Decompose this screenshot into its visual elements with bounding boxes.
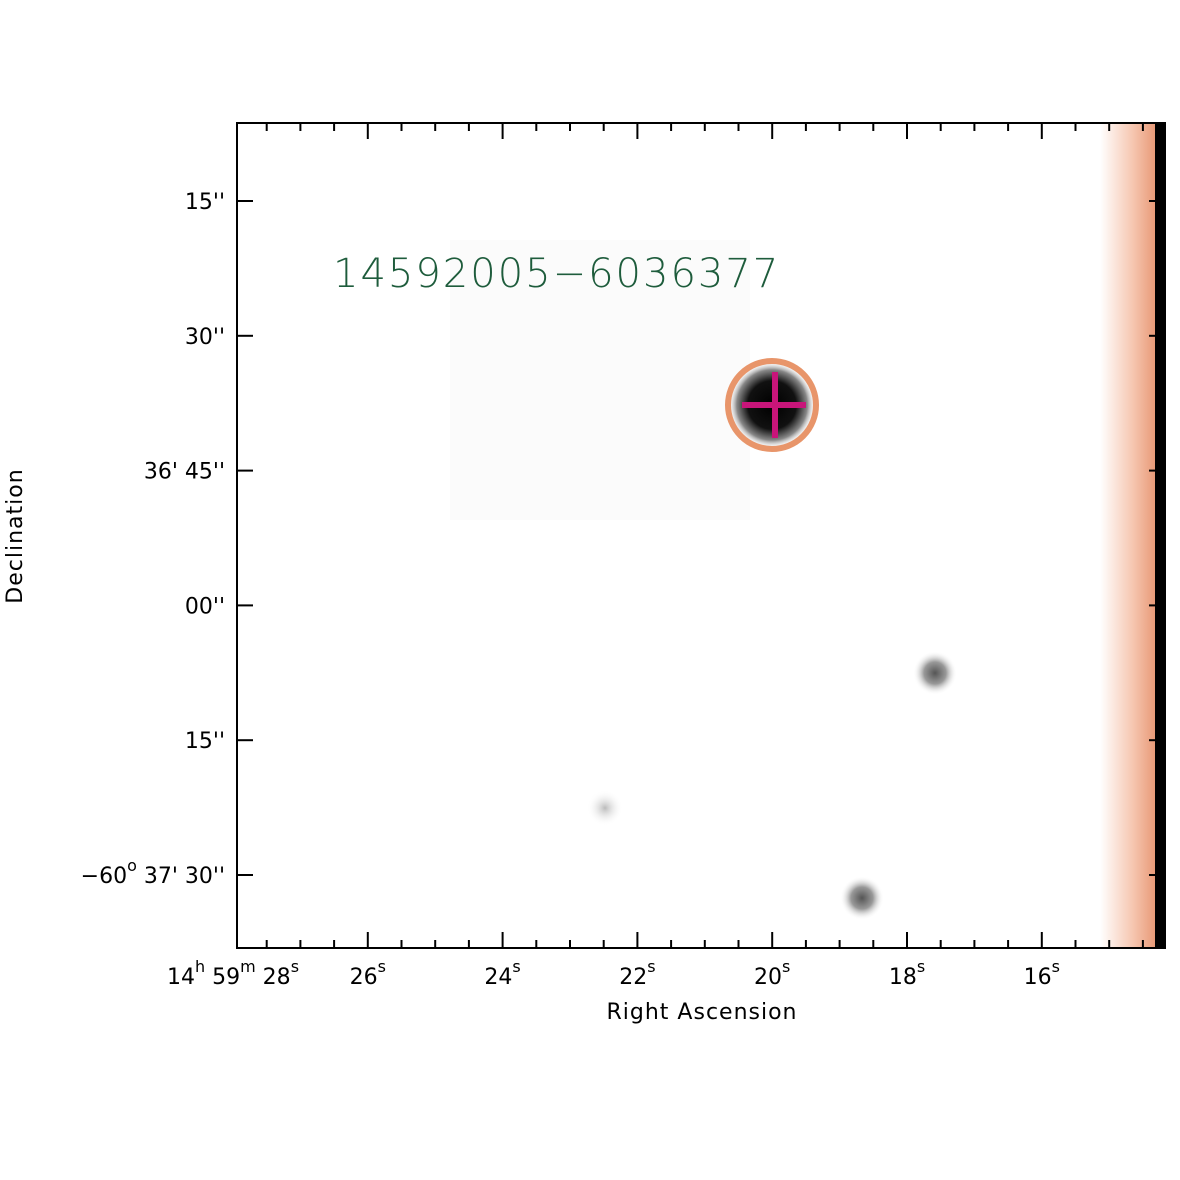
- superscript: s: [917, 957, 925, 976]
- image-edge: [1100, 123, 1155, 948]
- label-part: 28: [256, 965, 291, 990]
- sky-patch: [450, 240, 750, 520]
- y-axis-title: Declination: [3, 468, 28, 603]
- label-part: 59: [205, 965, 240, 990]
- superscript: s: [512, 957, 520, 976]
- label-part: 20: [754, 965, 782, 990]
- superscript: s: [291, 957, 299, 976]
- star: [840, 876, 884, 920]
- source-label: 14592005−6036377: [333, 251, 780, 297]
- tick-label: 14h 59m 28s: [167, 957, 299, 990]
- superscript: s: [1052, 957, 1060, 976]
- tick-label: 20s: [754, 957, 790, 990]
- label-part: 16: [1024, 965, 1052, 990]
- superscript: s: [647, 957, 655, 976]
- plot-frame: [236, 122, 1166, 949]
- image-edge-dark: [1155, 123, 1165, 948]
- label-part: 15'': [185, 190, 225, 215]
- tick-label: 24s: [484, 957, 520, 990]
- tick-label: 00'': [185, 594, 225, 619]
- tick-label: 15'': [185, 190, 225, 215]
- label-part: 00'': [185, 594, 225, 619]
- tick-label: 22s: [619, 957, 655, 990]
- tick-label: 26s: [350, 957, 386, 990]
- x-axis-title: Right Ascension: [607, 1000, 798, 1025]
- star: [913, 651, 957, 695]
- label-part: 14: [167, 965, 195, 990]
- tick-label: 36' 45'': [144, 460, 225, 485]
- aperture-circle: [725, 358, 819, 452]
- label-part: 37' 30'': [137, 864, 225, 889]
- label-part: 36' 45'': [144, 460, 225, 485]
- superscript: s: [378, 957, 386, 976]
- tick-label: 16s: [1024, 957, 1060, 990]
- label-part: 15'': [185, 729, 225, 754]
- tick-label: 30'': [185, 325, 225, 350]
- label-part: 30'': [185, 325, 225, 350]
- superscript: h: [195, 957, 205, 976]
- label-part: 26: [350, 965, 378, 990]
- tick-label: −60o 37' 30'': [81, 856, 225, 889]
- image: [237, 123, 1165, 948]
- superscript: s: [782, 957, 790, 976]
- superscript: m: [240, 957, 256, 976]
- label-part: −60: [81, 864, 127, 889]
- ticks: 14h 59m 28s 26s 24s 22s 20s 18s 16s15''30''36'…: [81, 123, 1165, 990]
- tick-label: 18s: [889, 957, 925, 990]
- tick-label: 15'': [185, 729, 225, 754]
- label-part: 18: [889, 965, 917, 990]
- label-part: 24: [484, 965, 512, 990]
- star: [587, 790, 623, 826]
- label-part: 22: [619, 965, 647, 990]
- superscript: o: [127, 856, 137, 875]
